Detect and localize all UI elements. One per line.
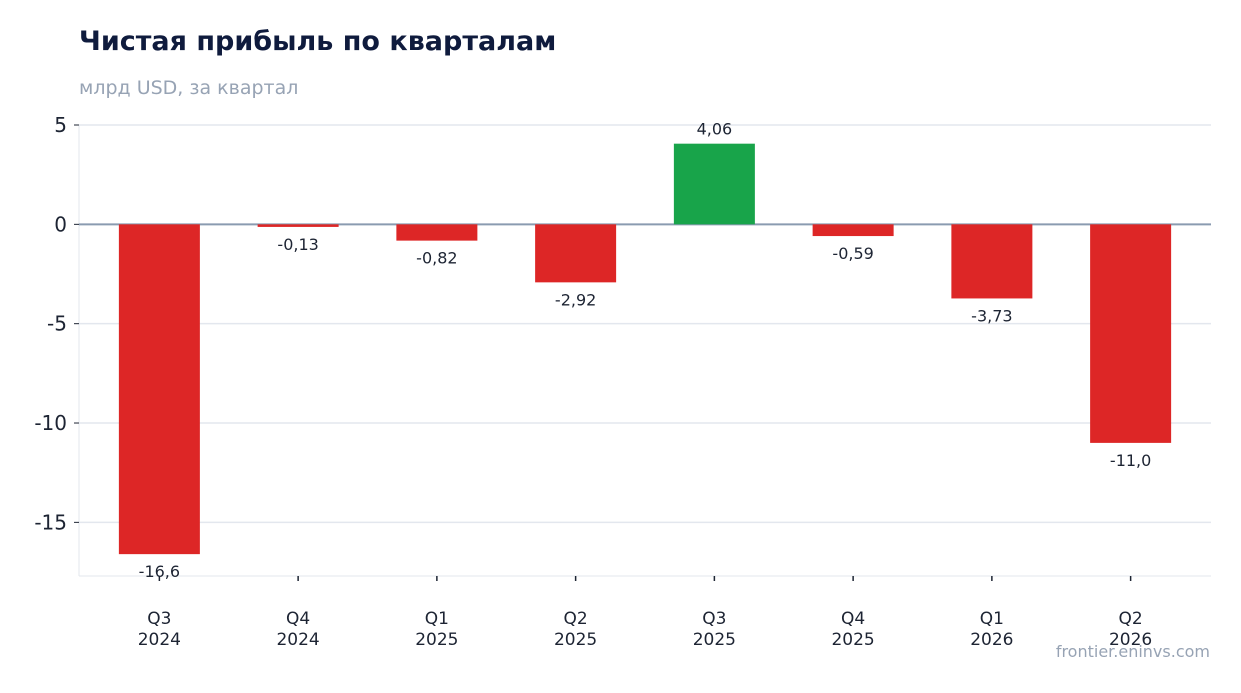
bar <box>257 224 339 227</box>
data-label: -11,0 <box>1110 451 1151 470</box>
x-tick-label: Q1 2025 <box>415 609 458 650</box>
chart-subtitle: млрд USD, за квартал <box>79 77 299 99</box>
bar <box>1090 224 1172 443</box>
gridlines <box>79 124 1211 524</box>
y-tick-label: 0 <box>54 212 67 236</box>
bar <box>535 224 617 283</box>
x-tick-label: Q4 2025 <box>831 609 874 650</box>
chart-title: Чистая прибыль по кварталам <box>79 26 557 57</box>
bar <box>673 143 755 225</box>
y-tick-label: -10 <box>34 411 67 435</box>
watermark: frontier.eninvs.com <box>1055 642 1210 661</box>
x-tick-label: Q3 2024 <box>138 609 181 650</box>
bar <box>951 224 1033 299</box>
data-label: 4,06 <box>697 120 733 139</box>
data-labels: -16,6 -0,13 -0,82 -2,92 4,06 -0,59 -3,73 -11,0 <box>139 120 1152 581</box>
bars <box>118 143 1172 555</box>
data-label: -2,92 <box>555 290 596 309</box>
data-label: -0,82 <box>416 249 457 268</box>
x-tick-label: Q2 2026 <box>1109 609 1152 650</box>
data-label: -3,73 <box>971 306 1012 325</box>
y-tick-label: -15 <box>34 510 67 534</box>
bar <box>118 224 200 555</box>
y-tick-label: 5 <box>54 113 67 137</box>
y-tick-label: -5 <box>47 312 67 336</box>
axes: 5 0 -5 -10 -15 Q3 2024 Q4 2024 Q1 2025 Q2 2025 Q3 2025… <box>34 113 1211 650</box>
bar <box>812 224 894 237</box>
x-tick-label: Q4 2024 <box>276 609 319 650</box>
data-label: -0,59 <box>832 244 873 263</box>
x-tick-label: Q1 2026 <box>970 609 1013 650</box>
x-tick-label: Q2 2025 <box>554 609 597 650</box>
x-tick-label: Q3 2025 <box>693 609 736 650</box>
data-label: -0,13 <box>277 235 318 254</box>
data-label: -16,6 <box>139 562 180 581</box>
bar <box>396 224 478 241</box>
